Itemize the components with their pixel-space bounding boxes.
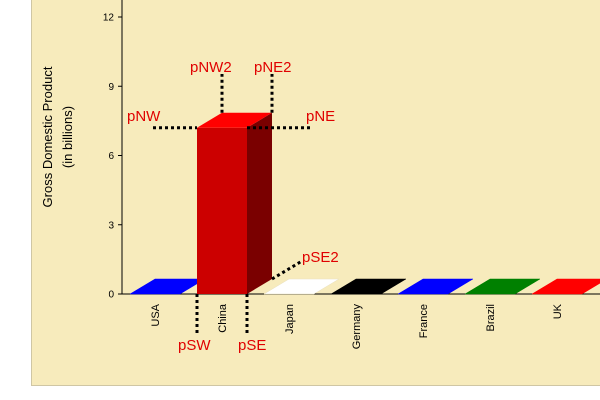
- category-label: Japan: [284, 304, 296, 334]
- bar-top-flat: [330, 278, 407, 295]
- bar-top: [197, 112, 272, 128]
- bar-top-flat: [397, 278, 474, 295]
- bar-germany: [330, 278, 407, 295]
- category-label: UK: [552, 303, 564, 319]
- chart-panel: [31, 0, 600, 386]
- category-labels: USA China Japan Germany France Brazil UK: [150, 303, 564, 349]
- pnw-label: pNW: [127, 108, 161, 125]
- guide-pse2: [271, 259, 303, 281]
- y-tick-label: 12: [103, 13, 115, 24]
- y-tick-label: 9: [108, 82, 114, 93]
- bar-france: [397, 278, 474, 295]
- pse2-label: pSE2: [302, 249, 339, 266]
- pnw2-label: pNW2: [190, 59, 232, 76]
- pse-label: pSE: [238, 337, 266, 354]
- y-ticks: 0 3 6 9 12: [103, 13, 122, 301]
- y-tick-label: 3: [108, 220, 114, 231]
- category-label: Brazil: [485, 304, 497, 332]
- bars: [129, 112, 600, 295]
- psw-label: pSW: [178, 337, 211, 354]
- axes: [121, 0, 600, 295]
- bar-top-flat: [531, 278, 600, 295]
- bar-uk: [531, 278, 600, 295]
- bar-china: [197, 112, 272, 294]
- bar-top-flat: [129, 278, 206, 295]
- y-tick-label: 6: [108, 151, 114, 162]
- annotations: pNW pNW2 pNE2 pNE pSE2 pSW pSE: [127, 59, 339, 354]
- pne-label: pNE: [306, 108, 335, 125]
- category-label: China: [217, 303, 229, 333]
- bar-brazil: [464, 278, 541, 295]
- y-axis-label-line1: Gross Domestic Product: [40, 66, 55, 207]
- y-axis-label: Gross Domestic Product (in billions): [40, 66, 75, 207]
- bar-usa: [129, 278, 206, 295]
- bar-side: [247, 112, 272, 294]
- y-tick-label: 0: [108, 290, 114, 301]
- category-label: France: [418, 304, 430, 338]
- y-axis-label-line2: (in billions): [60, 106, 75, 168]
- pne2-label: pNE2: [254, 59, 292, 76]
- bar-top-flat: [263, 278, 340, 295]
- bar-japan: [263, 278, 340, 295]
- category-label: Germany: [351, 304, 363, 350]
- bar-top-flat: [464, 278, 541, 295]
- bar-front: [197, 127, 247, 294]
- category-label: USA: [150, 303, 162, 326]
